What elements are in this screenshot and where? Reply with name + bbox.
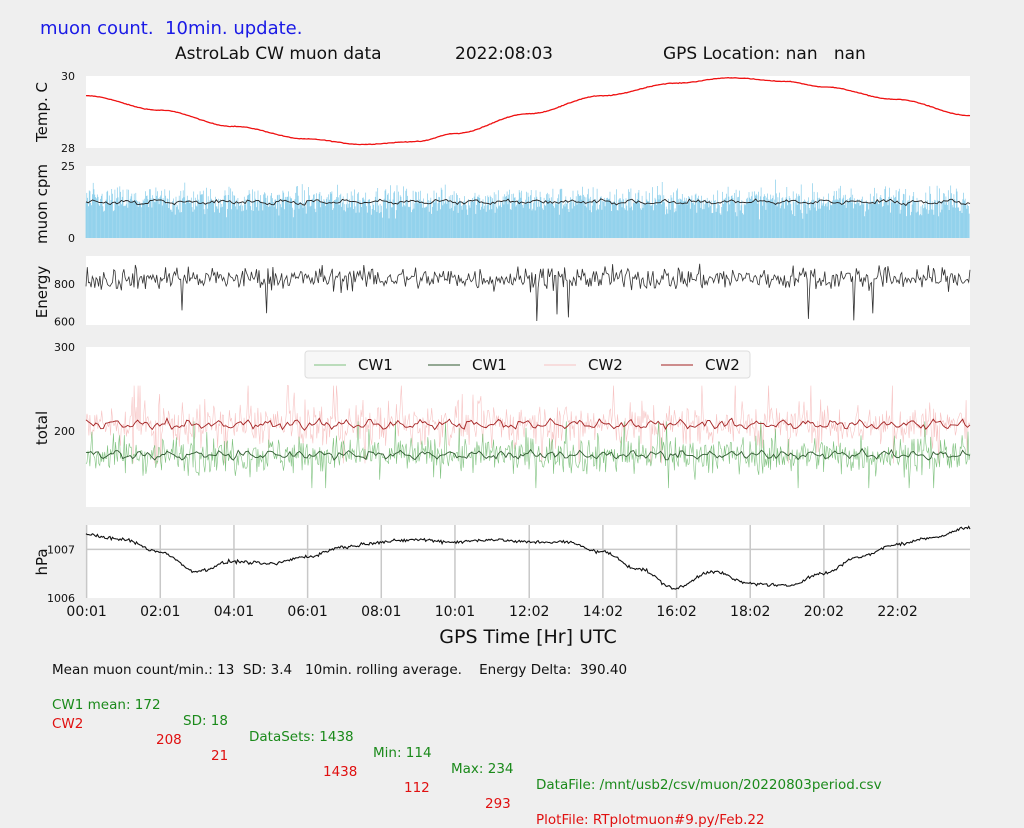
cw2-max: 293 <box>485 796 511 812</box>
temperature-line <box>85 76 971 146</box>
energy-line <box>85 263 971 322</box>
ytick-energy: 800 <box>54 278 75 291</box>
cw1-raw-line <box>85 421 971 489</box>
cw1-mean: CW1 mean: 172 <box>52 697 161 713</box>
cw1-sd: SD: 18 <box>183 713 228 729</box>
ytick-muon_cpm: 0 <box>68 232 75 245</box>
footer-summary: Mean muon count/min.: 13 SD: 3.4 10min. … <box>52 662 628 678</box>
legend-box <box>304 350 751 379</box>
plot-area-energy <box>86 256 970 325</box>
legend-label: CW1 <box>472 356 507 374</box>
chart-title: AstroLab CW muon data <box>175 44 382 64</box>
xtick-label: 22:02 <box>877 604 917 620</box>
legend-label: CW2 <box>588 356 623 374</box>
data-file: DataFile: /mnt/usb2/csv/muon/20220803per… <box>536 777 882 793</box>
cw1-max: Max: 234 <box>451 761 514 777</box>
cw2-mean: 208 <box>156 732 182 748</box>
xtick-label: 16:02 <box>656 604 696 620</box>
cw1-rolling-line <box>85 447 971 461</box>
chart-date: 2022:08:03 <box>455 44 553 64</box>
cw1-datasets: DataSets: 1438 <box>249 729 354 745</box>
xlabel: GPS Time [Hr] UTC <box>439 626 616 648</box>
panel-pressure: hPa 1006 1007 <box>33 525 971 605</box>
plot-file: PlotFile: RTplotmuon#9.py/Feb.22 <box>536 812 765 828</box>
total-legend: CW1 CW1 CW2 CW2 <box>304 350 751 379</box>
pressure-line <box>85 525 971 590</box>
xtick-label: 06:01 <box>287 604 327 620</box>
xtick-label: 04:01 <box>214 604 254 620</box>
cw1-min: Min: 114 <box>373 745 432 761</box>
xtick-label: 12:02 <box>509 604 549 620</box>
cw2-min: 112 <box>404 780 430 796</box>
ylabel-energy: Energy <box>33 266 51 319</box>
xtick-label: 20:02 <box>804 604 844 620</box>
ytick-total: 300 <box>54 341 75 354</box>
cw2-label: CW2 <box>52 716 84 732</box>
legend-label: CW1 <box>358 356 393 374</box>
cw2-sd: 21 <box>211 748 229 764</box>
plot-area-temperature <box>86 76 970 148</box>
ytick-pressure: 1006 <box>47 592 75 605</box>
cw2-datasets: 1438 <box>323 764 358 780</box>
ytick-total: 200 <box>54 425 75 438</box>
plot-area-pressure <box>86 525 970 598</box>
muon-rolling-average <box>85 198 971 207</box>
panel-total: total 200 300 CW1 CW1 CW2 CW2 <box>33 341 971 507</box>
ylabel-temperature: Temp. C <box>33 82 51 143</box>
ylabel-total: total <box>33 411 51 445</box>
ytick-temperature: 28 <box>61 142 75 155</box>
ylabel-pressure: hPa <box>33 548 51 575</box>
muon-count-bars <box>85 179 970 238</box>
x-axis: 00:01 02:01 04:01 06:01 08:01 10:01 12:02 14:02… <box>66 604 917 648</box>
panel-muon_cpm: muon cpm 0 25 <box>33 160 971 245</box>
ylabel-muon_cpm: muon cpm <box>33 164 51 244</box>
ytick-muon_cpm: 25 <box>61 160 75 173</box>
xtick-label: 00:01 <box>66 604 106 620</box>
gps-location: GPS Location: nan nan <box>663 44 866 64</box>
xtick-label: 14:02 <box>583 604 623 620</box>
xtick-label: 08:01 <box>361 604 401 620</box>
xtick-label: 18:02 <box>730 604 770 620</box>
ytick-temperature: 30 <box>61 70 75 83</box>
legend-label: CW2 <box>705 356 740 374</box>
ytick-energy: 600 <box>54 315 75 328</box>
xtick-label: 02:01 <box>140 604 180 620</box>
cw2-rolling-line <box>85 417 971 431</box>
panel-temperature: Temp. C 28 30 <box>33 70 971 155</box>
xtick-label: 10:01 <box>435 604 475 620</box>
ytick-pressure: 1007 <box>47 543 75 556</box>
window-title: muon count. 10min. update. <box>40 18 303 39</box>
footer-cw2-stats: CW2 208 21 1438 112 293 PlotFile: RTplot… <box>52 700 765 828</box>
